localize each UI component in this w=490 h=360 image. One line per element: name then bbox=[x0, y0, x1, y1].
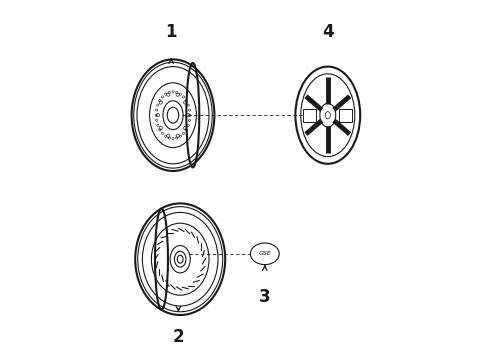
Text: GSE: GSE bbox=[258, 251, 271, 256]
Text: 3: 3 bbox=[259, 288, 270, 306]
Ellipse shape bbox=[137, 67, 209, 164]
Text: 2: 2 bbox=[172, 328, 184, 346]
Ellipse shape bbox=[325, 112, 330, 119]
Ellipse shape bbox=[295, 67, 360, 164]
Ellipse shape bbox=[250, 243, 279, 265]
FancyBboxPatch shape bbox=[339, 109, 352, 122]
Ellipse shape bbox=[143, 212, 218, 306]
FancyBboxPatch shape bbox=[303, 109, 316, 122]
Text: 4: 4 bbox=[322, 23, 334, 41]
Text: 1: 1 bbox=[166, 23, 177, 41]
Ellipse shape bbox=[320, 103, 336, 127]
